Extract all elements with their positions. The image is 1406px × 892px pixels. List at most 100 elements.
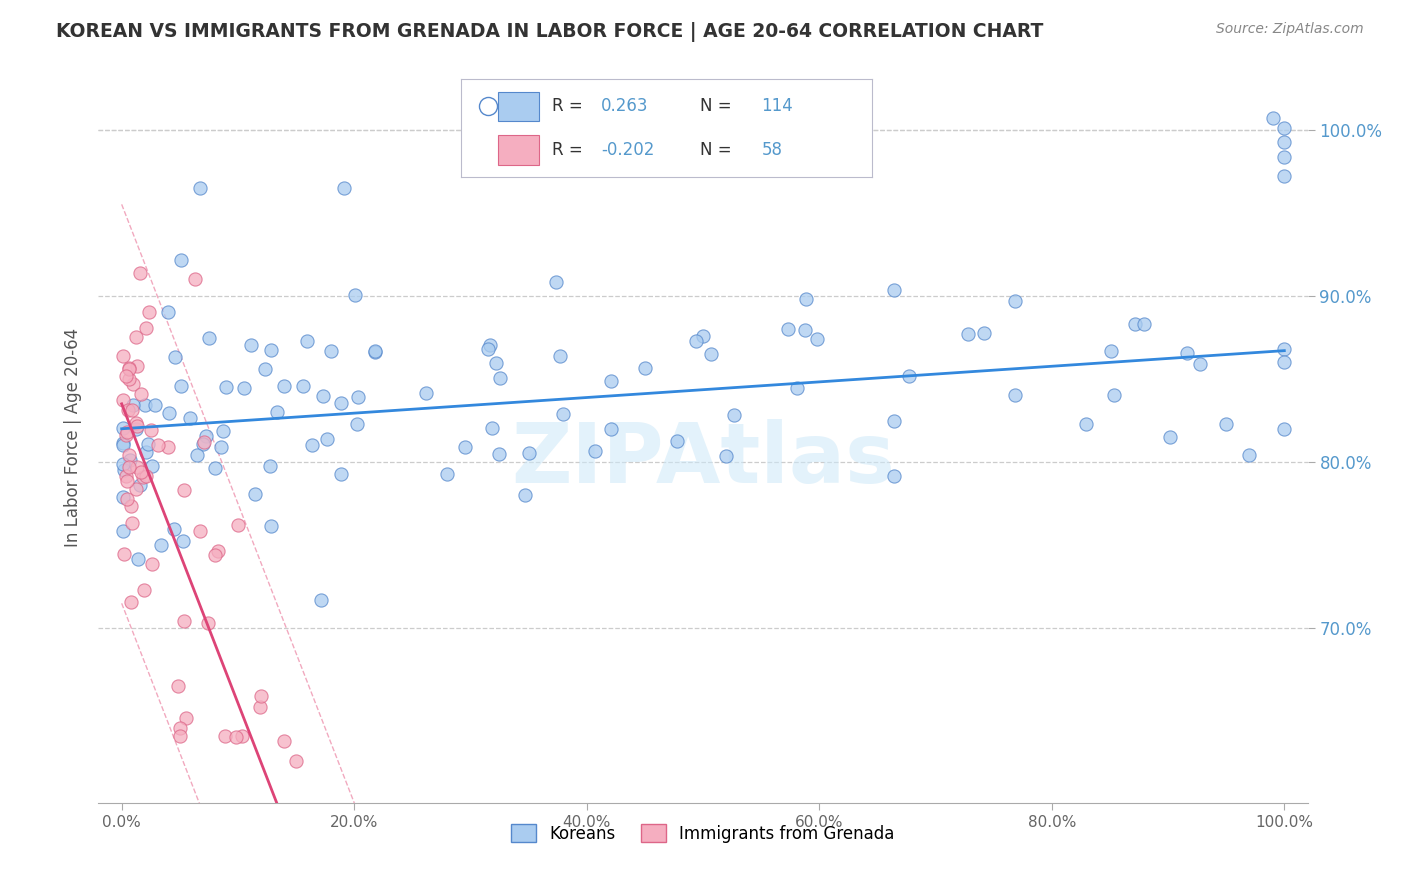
Point [117, 448, 139, 462]
Point [1004, 388, 1026, 402]
Point [163, 522, 186, 536]
Point [204, 548, 226, 562]
Point [333, 180, 356, 194]
Point [169, 721, 191, 735]
Point [135, 468, 157, 483]
Point [184, 272, 207, 286]
Point [135, 321, 157, 335]
Point [157, 440, 180, 454]
Point [301, 437, 323, 451]
Point [249, 700, 271, 714]
Point [122, 376, 145, 391]
Point [209, 440, 232, 454]
Point [167, 679, 190, 693]
Point [1159, 430, 1181, 444]
Point [548, 349, 571, 363]
Point [212, 425, 235, 439]
Point [170, 252, 193, 267]
Point [329, 467, 352, 481]
Point [150, 538, 173, 552]
Point [225, 730, 247, 744]
Point [232, 381, 254, 395]
Point [118, 361, 141, 376]
Point [195, 429, 218, 443]
Point [129, 266, 152, 280]
Point [111, 350, 134, 364]
Point [806, 332, 828, 346]
Point [226, 518, 249, 533]
Point [1175, 346, 1198, 360]
Point [125, 330, 148, 344]
Point [1272, 120, 1295, 135]
Point [173, 483, 195, 498]
Point [179, 411, 201, 425]
Point [309, 592, 332, 607]
Point [250, 689, 273, 703]
Point [776, 322, 799, 336]
Point [488, 447, 510, 461]
Point [1215, 417, 1237, 431]
Point [551, 407, 574, 421]
Point [253, 361, 276, 376]
Point [120, 595, 142, 609]
Point [215, 380, 238, 394]
Point [633, 361, 655, 376]
Point [517, 446, 540, 460]
Point [666, 434, 689, 449]
Point [231, 729, 253, 743]
Point [315, 432, 337, 446]
Point [973, 326, 995, 340]
Point [883, 469, 905, 483]
Text: Source: ZipAtlas.com: Source: ZipAtlas.com [1216, 22, 1364, 37]
Point [117, 372, 139, 386]
Point [699, 347, 721, 361]
Point [114, 547, 136, 561]
Point [198, 331, 221, 345]
Point [186, 448, 208, 462]
Point [1272, 342, 1295, 356]
Point [111, 524, 134, 539]
Point [117, 403, 139, 417]
Point [266, 405, 288, 419]
Point [898, 369, 921, 384]
Point [883, 413, 905, 427]
Point [794, 292, 817, 306]
Point [312, 388, 335, 402]
Point [127, 551, 149, 566]
Point [1272, 422, 1295, 436]
Point [260, 343, 283, 358]
Point [599, 374, 621, 388]
Point [544, 275, 567, 289]
Point [141, 558, 163, 572]
Point [115, 492, 138, 507]
Point [125, 422, 148, 436]
Point [714, 449, 737, 463]
Point [122, 398, 145, 412]
Point [346, 417, 368, 431]
Point [1272, 169, 1295, 183]
Point [114, 428, 136, 442]
Point [115, 475, 138, 489]
Point [243, 487, 266, 501]
Point [1239, 448, 1261, 462]
Point [134, 398, 156, 412]
Point [134, 444, 156, 458]
Point [125, 359, 148, 374]
Point [129, 387, 152, 401]
Point [1123, 318, 1146, 332]
Point [121, 516, 143, 530]
Point [141, 459, 163, 474]
Text: ZIPAtlas: ZIPAtlas [510, 418, 896, 500]
Point [436, 467, 458, 482]
Point [786, 381, 808, 395]
Point [600, 421, 623, 435]
Point [583, 443, 606, 458]
Point [197, 615, 219, 630]
Point [204, 460, 226, 475]
Point [692, 328, 714, 343]
Point [1099, 343, 1122, 358]
Point [1261, 111, 1284, 125]
Point [111, 436, 134, 450]
Point [127, 459, 149, 474]
Point [723, 409, 745, 423]
